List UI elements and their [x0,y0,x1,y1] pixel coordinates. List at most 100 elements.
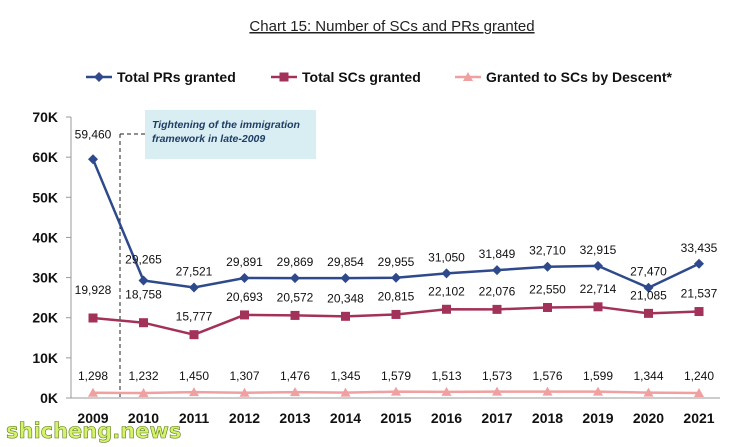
data-label: 20,815 [378,289,415,303]
y-tick-label: 20K [32,310,58,326]
x-tick-label: 2012 [229,410,260,426]
data-point [189,387,199,397]
legend-label: Total SCs granted [302,69,421,85]
y-tick-label: 60K [32,149,58,165]
data-label: 1,576 [532,369,562,383]
data-label: 22,550 [529,282,566,296]
data-label: 31,050 [428,250,465,264]
data-label: 29,891 [226,255,263,269]
legend-label: Total PRs granted [117,69,236,85]
x-tick-label: 2009 [77,410,108,426]
data-point [391,272,401,283]
data-label: 1,307 [229,369,259,383]
data-label: 1,450 [179,369,209,383]
data-point [593,302,603,312]
legend: Total PRs granted Total SCs granted Grante… [86,69,672,85]
data-point [391,309,401,319]
y-tick-label: 0K [40,390,58,406]
legend-label: Granted to SCs by Descent* [486,69,672,85]
data-point [694,307,704,317]
data-label: 31,849 [479,247,516,261]
data-label: 20,572 [277,290,314,304]
annotation: Tightening of the immigration framework i… [119,110,316,398]
data-point [442,304,451,314]
data-point [139,318,148,328]
data-label: 29,265 [125,253,162,267]
data-label: 29,869 [277,255,314,269]
data-label: 1,232 [128,369,158,383]
data-label: 27,470 [630,265,667,279]
data-label: 22,714 [580,282,617,296]
data-label: 22,076 [479,284,516,298]
data-point [88,387,98,397]
data-label: 20,693 [226,290,263,304]
data-point [189,330,199,340]
data-point [340,273,351,284]
legend-swatch-marker [463,72,473,81]
data-point [290,310,300,320]
data-point [542,261,553,272]
data-label: 1,579 [381,369,411,383]
y-tick-label: 70K [32,109,58,125]
data-label: 21,537 [681,287,718,301]
watermark-text: shicheng.news [6,419,181,443]
chart-title: Chart 15: Number of SCs and PRs granted [249,18,534,35]
x-tick-label: 2016 [431,410,462,426]
legend-swatch-marker [279,72,289,82]
y-tick-label: 30K [32,270,58,286]
legend-swatch-marker [94,72,104,82]
data-point [88,313,98,323]
data-point [88,154,98,165]
data-point [340,387,351,397]
data-point [441,386,452,396]
data-point [644,308,653,318]
data-point [341,311,350,321]
x-tick-label: 2013 [279,410,310,426]
x-tick-label: 2021 [683,410,714,426]
data-label: 32,915 [580,243,617,257]
data-point [492,304,502,314]
x-tick-label: 2020 [633,410,664,426]
data-label: 1,513 [431,369,461,383]
data-labels: 59,460 29,265 27,521 29,891 29,869 29,854 29,9… [75,127,718,383]
data-label: 32,710 [529,244,566,258]
data-label: 1,599 [583,369,613,383]
data-point [290,387,300,397]
data-label: 21,085 [630,288,667,302]
data-point [189,282,199,293]
x-tick-label: 2018 [532,410,563,426]
data-point [492,386,502,396]
data-label: 1,240 [684,369,714,383]
data-point [492,265,502,276]
data-point [694,258,704,269]
x-tick-label: 2010 [128,410,159,426]
axes: 0K 10K 20K 30K 40K 50K 60K 70K 2009 2010 2011 2012 2… [32,109,720,426]
data-label: 19,928 [75,283,112,297]
x-tick-label: 2019 [582,410,613,426]
data-point [240,310,249,320]
data-point [239,273,250,284]
data-point [694,388,704,398]
data-label: 1,345 [330,369,360,383]
data-label: 29,955 [378,255,415,269]
data-label: 33,435 [681,241,718,255]
series-group [88,154,704,293]
data-label: 20,348 [327,291,364,305]
data-label: 1,573 [482,369,512,383]
annotation-box [145,110,316,159]
x-tick-label: 2011 [179,410,210,426]
data-point [593,260,603,271]
x-tick-label: 2014 [330,410,361,426]
y-tick-label: 40K [32,229,58,245]
annotation-text: framework in late-2009 [152,133,265,145]
data-point [593,386,603,396]
data-label: 27,521 [176,265,213,279]
y-tick-label: 50K [32,189,58,205]
data-point [138,275,149,286]
data-point [239,387,250,397]
series-group [88,302,704,340]
data-point [543,302,552,312]
x-tick-label: 2017 [481,410,512,426]
data-label: 59,460 [75,127,112,141]
